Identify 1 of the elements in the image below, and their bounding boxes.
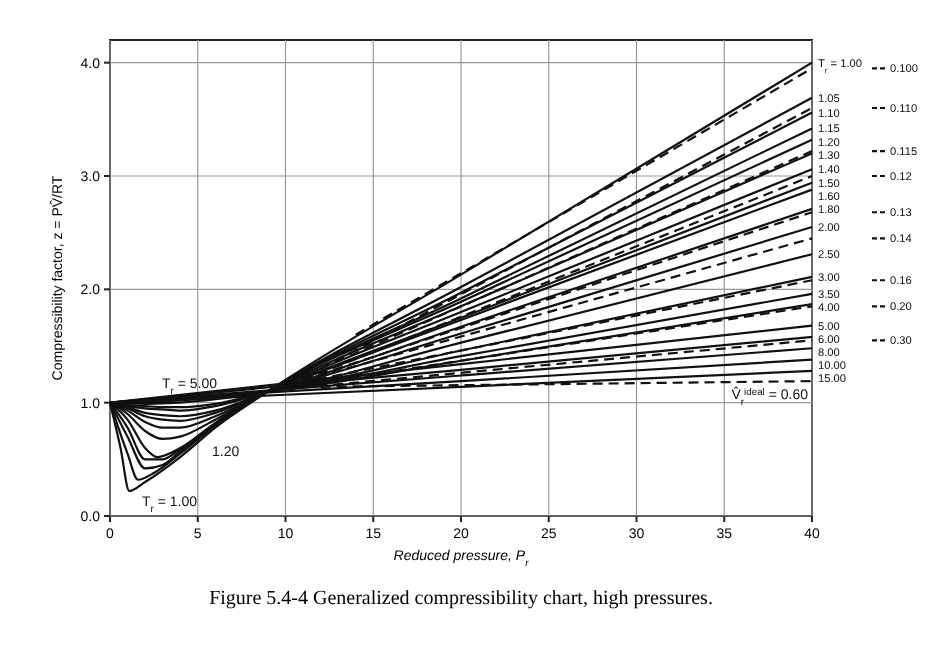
text: Figure 5.4-4 Generalized compressibility chart, high pressures. [209, 588, 713, 610]
